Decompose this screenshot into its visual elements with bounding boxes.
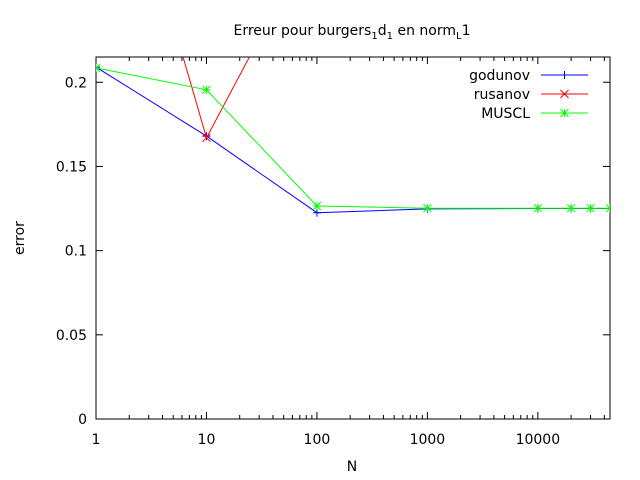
title-part: 1: [387, 31, 393, 42]
y-tick-label: 0.1: [65, 244, 87, 260]
y-tick-label: 0.05: [56, 328, 87, 344]
legend-item-godunov: godunov: [469, 68, 588, 84]
data-point: [586, 203, 595, 213]
data-point: [96, 63, 100, 72]
legend-label: MUSCL: [481, 106, 530, 122]
y-tick-label: 0.2: [65, 75, 87, 91]
series-rusanov: [182, 57, 250, 143]
title-part: L: [456, 31, 462, 42]
legend-item-rusanov: rusanov: [474, 87, 588, 103]
x-tick-label: 10: [198, 432, 216, 448]
data-point: [560, 108, 569, 118]
legend-label: rusanov: [474, 87, 530, 103]
series-godunov: [96, 63, 610, 217]
plot-frame: [95, 56, 611, 420]
data-point: [96, 63, 101, 73]
legend-label: godunov: [469, 68, 530, 84]
axis-ticks: 0 0.05 0.1 0.15 0.2 1 10 100 1000 10000: [56, 57, 610, 448]
title-part: d: [378, 23, 387, 39]
data-point: [202, 133, 211, 143]
title-part: Erreur pour burgers: [234, 23, 372, 39]
data-point: [605, 203, 610, 213]
title-part: en norm: [393, 23, 456, 39]
x-tick-label: 1: [92, 432, 101, 448]
y-tick-label: 0.15: [56, 159, 87, 175]
x-tick-label: 1000: [410, 432, 446, 448]
data-point: [560, 89, 569, 99]
data-point: [423, 203, 432, 213]
y-tick-label: 0: [78, 412, 87, 428]
data-point: [566, 203, 576, 213]
x-tick-label: 10000: [516, 432, 561, 448]
data-point: [560, 71, 569, 79]
x-axis-title: N: [347, 459, 357, 475]
chart-title: Erreur pour burgers1d1 en normL1: [234, 23, 471, 42]
series-line: [96, 67, 610, 209]
data-point: [312, 208, 321, 217]
legend: godunov rusanov MUSCL: [469, 68, 588, 122]
series-line: [182, 57, 250, 140]
title-part: 1: [371, 31, 377, 42]
legend-item-muscl: MUSCL: [481, 106, 588, 122]
data-point: [533, 203, 543, 213]
title-part: 1: [462, 23, 471, 39]
x-tick-label: 100: [304, 432, 331, 448]
data-point: [202, 85, 211, 95]
y-axis-title: error: [12, 221, 28, 255]
data-point: [312, 201, 322, 211]
series-line: [96, 66, 610, 214]
plot-area: [96, 57, 610, 217]
series-muscl: [96, 63, 610, 213]
